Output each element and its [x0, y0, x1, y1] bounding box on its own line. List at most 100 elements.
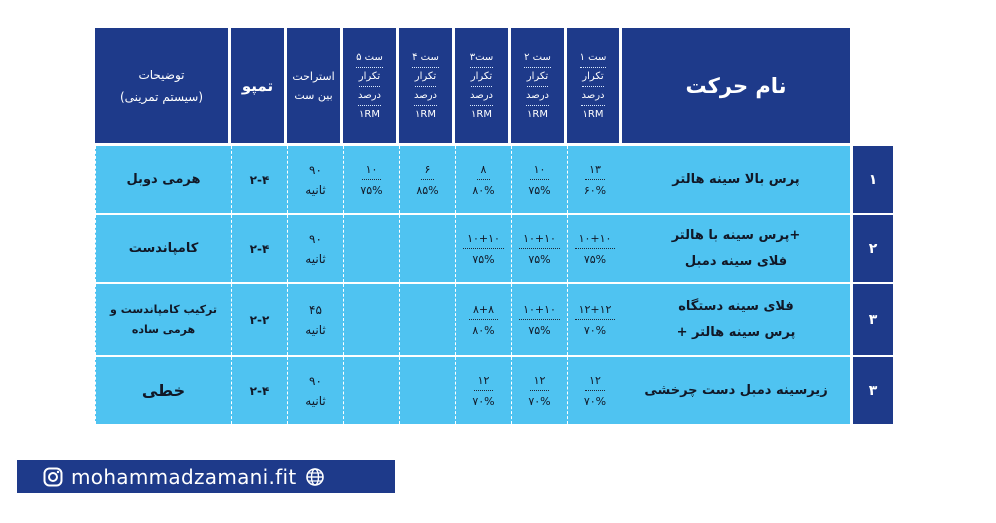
set-4-cell — [399, 215, 455, 282]
set-reps: ۸+۸ — [468, 302, 499, 320]
header-tempo-label: تمپو — [241, 76, 274, 95]
header-set-3-percent: درصد — [469, 87, 494, 106]
header-set-3-rm: ۱RM — [471, 108, 492, 120]
header-move-name-label: نام حرکت — [685, 73, 787, 98]
header-set-4-reps: تکرار — [414, 68, 437, 87]
set-reps: ۱۰+۱۰ — [574, 231, 616, 249]
rest-unit: ثانیه — [305, 322, 326, 337]
description-text: کامپاندست — [128, 240, 199, 256]
set-reps: ۱۲ — [473, 373, 494, 391]
set-1-cell: ۱۲+۱۲ ۷۰% — [567, 284, 622, 355]
rest-cell: ۹۰ ثانیه — [287, 215, 343, 282]
set-reps: ۱۲ — [585, 373, 605, 391]
move-name-line2: + پرس سینه هالتر — [676, 324, 796, 340]
table-row: پرس بالا سینه هالتر ۱۳ ۶۰% ۱۰ ۷۵% ۸ ۸۰% … — [95, 146, 850, 213]
set-5-cell: ۱۰ ۷۵% — [343, 146, 399, 213]
header-set-1-reps: تکرار — [582, 68, 604, 87]
social-handle-badge: mohammadzamani.fit — [17, 460, 395, 493]
set-percent: ۸۰% — [472, 183, 495, 197]
set-reps: ۱۰+۱۰ — [519, 231, 560, 249]
set-percent: ۷۵% — [472, 252, 495, 266]
set-5-cell — [343, 284, 399, 355]
header-desc-line1: توضیحات — [138, 67, 185, 82]
set-5-cell — [343, 215, 399, 282]
move-name: زیرسینه دمبل دست چرخشی — [644, 382, 828, 398]
rest-cell: ۴۵ ثانیه — [287, 284, 343, 355]
set-percent: ۷۵% — [528, 252, 551, 266]
header-set-4: ست ۴ تکرار درصد ۱RM — [399, 28, 452, 143]
tempo-cell: ۲-۴ — [231, 146, 287, 213]
header-set-2-rm: ۱RM — [527, 108, 548, 120]
set-4-cell — [399, 357, 455, 424]
row-number: ۱ — [853, 146, 893, 213]
set-3-cell: ۱۰+۱۰ ۷۵% — [455, 215, 511, 282]
set-percent: ۸۵% — [416, 183, 439, 197]
header-set-2: ست ۲ تکرار درصد ۱RM — [511, 28, 564, 143]
description-text: هرمی دوبل — [126, 171, 201, 187]
row-number-label: ۲ — [868, 240, 878, 257]
header-set-1-label: ست ۱ — [579, 49, 607, 68]
set-percent: ۷۵% — [528, 183, 551, 197]
move-name-line1: پرس سینه با هالتر+ — [671, 227, 801, 243]
move-name: پرس بالا سینه هالتر — [672, 171, 800, 187]
tempo-value: ۲-۴ — [249, 241, 270, 256]
tempo-value: ۲-۴ — [249, 383, 270, 398]
header-set-2-label: ست ۲ — [524, 49, 551, 68]
set-4-cell: ۶ ۸۵% — [399, 146, 455, 213]
table-row: فلای سینه دستگاه + پرس سینه هالتر ۱۲+۱۲ … — [95, 284, 850, 355]
header-set-4-percent: درصد — [413, 87, 438, 106]
set-reps: ۱۲ — [529, 373, 550, 391]
set-3-cell: ۸ ۸۰% — [455, 146, 511, 213]
header-set-5-percent: درصد — [357, 87, 382, 106]
tempo-cell: ۲-۲ — [231, 284, 287, 355]
description-cell: کامپاندست — [95, 215, 231, 282]
set-reps: ۱۲+۱۲ — [574, 302, 616, 320]
set-percent: ۷۵% — [583, 252, 607, 266]
tempo-cell: ۲-۴ — [231, 357, 287, 424]
description-cell: ترکیب کامپاندست و هرمی ساده — [95, 284, 231, 355]
header-desc-line2: (سیستم تمرینی) — [119, 89, 204, 104]
description-line2: هرمی ساده — [131, 322, 196, 336]
header-set-1: ست ۱ تکرار درصد ۱RM — [567, 28, 619, 143]
move-name-cell: پرس سینه با هالتر+ فلای سینه دمبل — [622, 215, 850, 282]
set-percent: ۸۰% — [472, 323, 495, 337]
header-set-2-reps: تکرار — [526, 68, 549, 87]
header-set-5-rm: ۱RM — [359, 108, 380, 120]
set-reps: ۱۳ — [585, 162, 605, 180]
set-reps: ۱۰ — [529, 162, 550, 180]
header-set-5-label: ست ۵ — [356, 49, 383, 68]
tempo-value: ۲-۲ — [249, 312, 270, 327]
rest-cell: ۹۰ ثانیه — [287, 357, 343, 424]
set-percent: ۷۵% — [360, 183, 383, 197]
tempo-value: ۲-۴ — [249, 172, 270, 187]
row-number-label: ۳ — [868, 311, 878, 328]
set-4-cell — [399, 284, 455, 355]
row-number-label: ۳ — [868, 382, 878, 399]
set-reps: ۱۰+۱۰ — [519, 302, 560, 320]
header-set-2-percent: درصد — [525, 87, 550, 106]
set-percent: ۷۰% — [583, 394, 607, 408]
set-reps: ۶ — [420, 162, 435, 180]
header-set-3-reps: تکرار — [470, 68, 493, 87]
description-text: خطی — [141, 380, 186, 400]
table-row: پرس سینه با هالتر+ فلای سینه دمبل ۱۰+۱۰ … — [95, 215, 850, 282]
rest-value: ۹۰ — [309, 231, 322, 246]
set-percent: ۷۰% — [528, 394, 551, 408]
description-cell: خطی — [95, 357, 231, 424]
header-rest: استراحت بین ست — [287, 28, 340, 143]
rest-cell: ۹۰ ثانیه — [287, 146, 343, 213]
move-name-cell: پرس بالا سینه هالتر — [622, 146, 850, 213]
set-percent: ۶۰% — [583, 183, 607, 197]
set-percent: ۷۰% — [583, 323, 607, 337]
description-line1: ترکیب کامپاندست و — [110, 302, 217, 316]
set-1-cell: ۱۰+۱۰ ۷۵% — [567, 215, 622, 282]
set-2-cell: ۱۲ ۷۰% — [511, 357, 567, 424]
header-set-1-rm: ۱RM — [582, 108, 604, 120]
rest-unit: ثانیه — [305, 393, 326, 408]
tempo-cell: ۲-۴ — [231, 215, 287, 282]
instagram-icon — [43, 467, 63, 487]
set-percent: ۷۵% — [528, 323, 551, 337]
description-cell: هرمی دوبل — [95, 146, 231, 213]
move-name-line2: فلای سینه دمبل — [684, 253, 788, 269]
move-name-cell: زیرسینه دمبل دست چرخشی — [622, 357, 850, 424]
